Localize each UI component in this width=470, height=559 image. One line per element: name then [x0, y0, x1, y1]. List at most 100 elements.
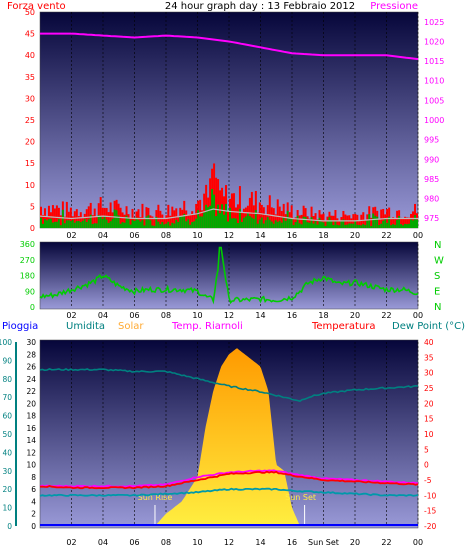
wind-average-bar — [227, 221, 229, 228]
wind-speed-bar — [91, 215, 94, 228]
wind-average-bar — [254, 210, 257, 228]
wind-average-bar — [105, 219, 108, 228]
wind-average-line — [39, 208, 418, 222]
wind-speed-bar — [408, 217, 411, 228]
wind-average-bar — [238, 208, 241, 228]
wind-average-bar — [97, 215, 100, 228]
wind-average-bar — [242, 217, 245, 228]
wind-speed-bar — [252, 205, 255, 228]
pressure-y-tick-label: 1000 — [424, 116, 444, 125]
wind-y-tick-label: 15 — [25, 159, 35, 168]
wind-direction-line — [39, 246, 419, 305]
wind-average-bar — [201, 216, 204, 228]
wind-average-bar — [65, 220, 68, 228]
wind-speed-bar — [123, 214, 126, 228]
direction-y-tick-label: 0 — [30, 303, 35, 312]
temperature-panel-x-tick-label: 00 — [413, 538, 423, 547]
wind-average-bar — [306, 222, 309, 228]
wind-speed-bar — [79, 212, 82, 228]
wind-speed-bar — [292, 218, 295, 228]
wind-average-bar — [83, 218, 86, 228]
humidity-y-tick-label: 24 — [26, 375, 36, 384]
humidity-y-tick-label: 12 — [26, 448, 36, 457]
wind-average-bar — [402, 225, 405, 228]
chart-title: 24 hour graph day : 13 Febbraio 2012 — [165, 1, 355, 12]
pressure-y-tick-label: 1025 — [424, 18, 444, 27]
rain-y-tick-label: 60 — [2, 412, 12, 421]
wind-speed-bar — [300, 214, 303, 228]
wind-speed-bar — [85, 209, 88, 228]
wind-average-bar — [246, 213, 249, 228]
wind-average-bar — [223, 214, 226, 228]
wind-average-bar — [153, 225, 156, 228]
wind-average-bar — [390, 225, 393, 228]
wind-speed-bar — [378, 219, 381, 228]
wind-speed-bar — [40, 206, 42, 228]
wind-average-bar — [125, 215, 128, 228]
wind-speed-bar — [161, 214, 164, 228]
direction-y-tick-label: 90 — [25, 287, 35, 296]
wind-average-bar — [185, 221, 188, 228]
wind-speed-bar — [370, 217, 373, 228]
wind-speed-bar — [53, 208, 56, 228]
temperature-panel-x-tick-label: 20 — [350, 538, 360, 547]
temperature-y-tick-label: -5 — [424, 476, 432, 485]
pressure-y-tick-label: 1020 — [424, 37, 444, 46]
temperature-panel-x-tick-label: 22 — [381, 538, 391, 547]
wind-speed-bar — [236, 204, 239, 228]
wind-average-bar — [266, 217, 269, 228]
wind-average-bar — [179, 216, 182, 228]
wind-speed-bar — [312, 216, 315, 228]
wind-speed-bar — [406, 217, 409, 228]
wind-speed-bar — [268, 195, 271, 228]
rain-y-tick-label: 100 — [0, 338, 12, 347]
wind-average-bar — [394, 224, 397, 228]
humidity-y-tick-label: 6 — [31, 485, 36, 494]
temperature-label: Temperatura — [311, 321, 376, 332]
wind-average-bar — [362, 224, 365, 228]
direction-panel-x-tick-label: 20 — [350, 311, 360, 320]
temperature-panel-x-tick-label: 16 — [287, 538, 297, 547]
temperature-y-tick-label: 15 — [424, 415, 434, 424]
wind-average-bar — [348, 223, 351, 228]
wind-average-bar — [230, 218, 233, 228]
wind-y-tick-label: 45 — [25, 30, 35, 39]
wind-average-bar — [232, 218, 235, 228]
temperature-y-tick-label: 25 — [424, 384, 434, 393]
wind-average-bar — [121, 222, 124, 228]
wind-average-bar — [378, 224, 381, 228]
wind-panel-x-tick-label: 08 — [161, 231, 171, 240]
wind-average-bar — [191, 222, 194, 228]
humidity-label: Umidita — [66, 321, 105, 332]
wind-average-bar — [356, 224, 359, 228]
wind-speed-bar — [59, 215, 62, 228]
wind-average-bar — [304, 216, 307, 228]
wind-speed-bar — [412, 211, 415, 228]
wind-average-bar — [129, 224, 132, 228]
rain-y-tick-label: 40 — [2, 448, 12, 457]
wind-speed-bar — [173, 210, 176, 228]
wind-speed-bar — [159, 210, 162, 228]
wind-speed-bar — [346, 215, 349, 228]
wind-speed-bar — [219, 190, 222, 228]
wind-average-bar — [322, 222, 325, 228]
wind-average-bar — [416, 219, 418, 228]
wind-average-bar — [209, 205, 212, 228]
wind-average-bar — [328, 217, 331, 228]
wind-panel-x-tick-label: 18 — [318, 231, 328, 240]
wind-average-bar — [408, 223, 411, 228]
dewpoint-line — [39, 487, 419, 497]
pressure-y-tick-label: 1005 — [424, 96, 444, 105]
wind-speed-bar — [69, 207, 72, 228]
wind-speed-bar — [270, 207, 273, 228]
direction-panel-x-tick-label: 16 — [287, 311, 297, 320]
wind-average-bar — [109, 221, 112, 228]
wind-average-bar — [63, 223, 66, 228]
wind-average-bar — [193, 221, 196, 228]
wind-average-bar — [199, 216, 202, 228]
wind-average-bar — [290, 218, 293, 228]
wind-average-bar — [87, 219, 90, 228]
wind-speed-bar — [157, 204, 160, 228]
wind-speed-bar — [65, 201, 68, 228]
